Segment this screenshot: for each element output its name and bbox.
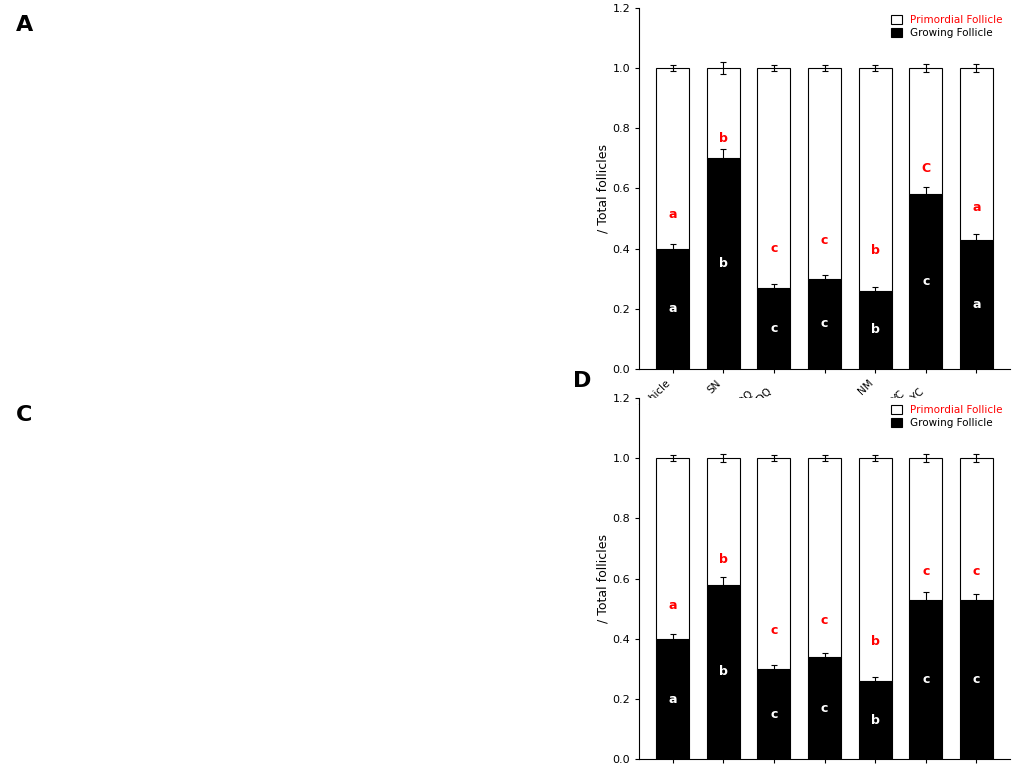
Bar xyxy=(858,291,891,369)
Text: C: C xyxy=(16,405,33,425)
Text: c: c xyxy=(769,708,776,721)
Text: c: c xyxy=(769,242,776,255)
Text: b: b xyxy=(718,553,727,566)
Text: a: a xyxy=(667,693,677,706)
Bar xyxy=(706,458,739,584)
Text: c: c xyxy=(972,565,979,578)
Text: c: c xyxy=(820,614,827,627)
Bar xyxy=(757,458,790,669)
Text: c: c xyxy=(769,322,776,335)
Y-axis label: / Total follicles: / Total follicles xyxy=(596,144,609,233)
Bar xyxy=(909,68,942,194)
Bar xyxy=(909,600,942,759)
Y-axis label: / Total follicles: / Total follicles xyxy=(596,534,609,623)
Bar xyxy=(706,158,739,369)
Bar xyxy=(757,669,790,759)
Bar xyxy=(757,68,790,288)
Text: c: c xyxy=(820,702,827,715)
Bar xyxy=(858,68,891,291)
Bar xyxy=(909,458,942,600)
Bar xyxy=(807,68,840,278)
Text: c: c xyxy=(921,673,928,686)
Legend: Primordial Follicle, Growing Follicle: Primordial Follicle, Growing Follicle xyxy=(889,13,1004,40)
Text: c: c xyxy=(820,234,827,247)
Bar xyxy=(706,584,739,759)
Bar xyxy=(909,194,942,369)
Text: c: c xyxy=(972,673,979,686)
Text: b: b xyxy=(718,132,727,145)
Bar xyxy=(655,68,688,249)
Text: A: A xyxy=(16,15,34,35)
Bar xyxy=(757,288,790,369)
Bar xyxy=(858,681,891,759)
Text: C: C xyxy=(920,163,929,176)
Bar xyxy=(959,458,991,600)
Text: b: b xyxy=(870,245,878,257)
Text: b: b xyxy=(718,666,727,679)
Bar xyxy=(807,657,840,759)
Bar xyxy=(807,278,840,369)
Text: a: a xyxy=(667,599,677,612)
Bar xyxy=(655,458,688,639)
Text: D: D xyxy=(572,370,590,390)
Text: b: b xyxy=(718,257,727,270)
Bar xyxy=(655,639,688,759)
Text: a: a xyxy=(971,298,980,311)
Text: b: b xyxy=(870,634,878,647)
Bar xyxy=(959,68,991,239)
Bar xyxy=(959,600,991,759)
Text: b: b xyxy=(870,324,878,337)
Text: c: c xyxy=(921,275,928,288)
Bar xyxy=(807,458,840,657)
Text: a: a xyxy=(667,302,677,315)
Bar xyxy=(959,239,991,369)
Text: b: b xyxy=(870,713,878,726)
Text: c: c xyxy=(820,318,827,331)
Text: a: a xyxy=(667,209,677,222)
Text: c: c xyxy=(921,565,928,578)
Bar xyxy=(706,68,739,158)
Bar xyxy=(858,458,891,681)
Text: c: c xyxy=(769,624,776,637)
Text: a: a xyxy=(971,201,980,214)
Legend: Primordial Follicle, Growing Follicle: Primordial Follicle, Growing Follicle xyxy=(889,403,1004,430)
Bar xyxy=(655,249,688,369)
